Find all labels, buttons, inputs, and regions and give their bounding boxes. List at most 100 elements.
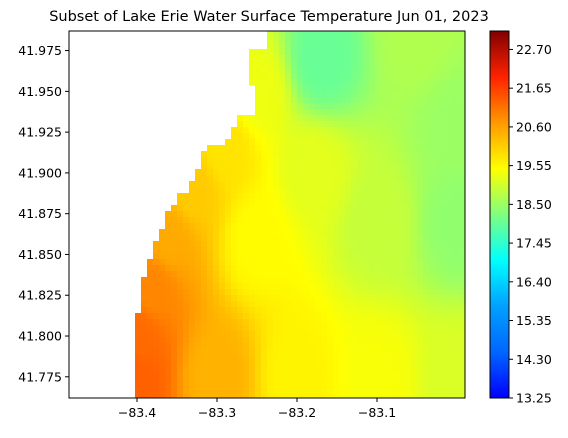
heatmap-cell	[381, 277, 388, 284]
heatmap-cell	[405, 61, 412, 68]
heatmap-cell	[255, 271, 262, 278]
heatmap-cell	[267, 67, 274, 74]
heatmap-cell	[387, 361, 394, 368]
heatmap-cell	[207, 373, 214, 380]
heatmap-cell	[201, 211, 208, 218]
heatmap-cell	[447, 349, 454, 356]
heatmap-cell	[315, 307, 322, 314]
heatmap-cell	[327, 307, 334, 314]
heatmap-cell	[441, 55, 448, 62]
heatmap-cell	[333, 97, 340, 104]
heatmap-cell	[219, 163, 226, 170]
heatmap-cell	[309, 235, 316, 242]
heatmap-cell	[261, 355, 268, 362]
heatmap-cell	[273, 181, 280, 188]
heatmap-cell	[267, 313, 274, 320]
heatmap-cell	[399, 169, 406, 176]
heatmap-cell	[267, 127, 274, 134]
heatmap-cell	[327, 301, 334, 308]
heatmap-cell	[459, 103, 465, 110]
y-tick-label: 41.775	[18, 369, 62, 384]
heatmap-cell	[393, 37, 400, 44]
heatmap-cell	[333, 121, 340, 128]
heatmap-cell	[339, 37, 346, 44]
heatmap-cell	[273, 109, 280, 116]
heatmap-cell	[285, 253, 292, 260]
heatmap-cell	[249, 163, 256, 170]
heatmap-cell	[447, 67, 454, 74]
heatmap-cell	[387, 331, 394, 338]
heatmap-cell	[225, 259, 232, 266]
heatmap-cell	[195, 391, 202, 398]
heatmap-cell	[423, 127, 430, 134]
heatmap-cell	[351, 73, 358, 80]
heatmap-cell	[435, 343, 442, 350]
heatmap-cell	[339, 313, 346, 320]
heatmap-cell	[297, 115, 304, 122]
heatmap-cell	[357, 61, 364, 68]
heatmap-cell	[183, 211, 190, 218]
heatmap-cell	[393, 61, 400, 68]
heatmap-cell	[351, 331, 358, 338]
heatmap-cell	[321, 337, 328, 344]
heatmap-cell	[387, 61, 394, 68]
heatmap-cell	[459, 193, 465, 200]
heatmap-cell	[213, 295, 220, 302]
heatmap-cell	[285, 61, 292, 68]
heatmap-cell	[165, 295, 172, 302]
heatmap-cell	[303, 151, 310, 158]
heatmap-cell	[285, 55, 292, 62]
heatmap-cell	[435, 235, 442, 242]
heatmap-cell	[267, 265, 274, 272]
heatmap-cell	[303, 31, 310, 38]
heatmap-cell	[189, 271, 196, 278]
heatmap-cell	[207, 211, 214, 218]
heatmap-cell	[213, 259, 220, 266]
heatmap-cell	[279, 259, 286, 266]
heatmap-cell	[321, 49, 328, 56]
heatmap-cell	[435, 49, 442, 56]
heatmap-cell	[381, 199, 388, 206]
heatmap-cell	[327, 55, 334, 62]
heatmap-cell	[363, 79, 370, 86]
heatmap-cell	[321, 175, 328, 182]
heatmap-cell	[417, 109, 424, 116]
heatmap-cell	[459, 295, 465, 302]
heatmap-cell	[399, 277, 406, 284]
heatmap-cell	[315, 103, 322, 110]
heatmap-cell	[393, 343, 400, 350]
heatmap-cell	[351, 217, 358, 224]
heatmap-cell	[285, 367, 292, 374]
heatmap-cell	[369, 205, 376, 212]
heatmap-cell	[291, 247, 298, 254]
heatmap-cell	[237, 349, 244, 356]
heatmap-cell	[213, 169, 220, 176]
heatmap-cell	[453, 97, 460, 104]
heatmap-cell	[219, 235, 226, 242]
heatmap-cell	[441, 241, 448, 248]
heatmap-cell	[291, 343, 298, 350]
heatmap-cell	[279, 307, 286, 314]
heatmap-cell	[429, 163, 436, 170]
heatmap-cell	[273, 43, 280, 50]
heatmap-cell	[297, 49, 304, 56]
heatmap-cell	[333, 61, 340, 68]
heatmap-cell	[255, 235, 262, 242]
heatmap-cell	[207, 307, 214, 314]
heatmap-cell	[303, 67, 310, 74]
heatmap-cell	[399, 85, 406, 92]
heatmap-cell	[453, 277, 460, 284]
heatmap-cell	[255, 133, 262, 140]
heatmap-cell	[381, 91, 388, 98]
heatmap-cell	[297, 127, 304, 134]
heatmap-cell	[327, 223, 334, 230]
heatmap-cell	[333, 145, 340, 152]
heatmap-cell	[177, 301, 184, 308]
heatmap-cell	[261, 373, 268, 380]
heatmap-cell	[381, 289, 388, 296]
heatmap-cell	[411, 79, 418, 86]
heatmap-cell	[273, 85, 280, 92]
heatmap-cell	[189, 367, 196, 374]
heatmap-cell	[285, 349, 292, 356]
heatmap-cell	[267, 49, 274, 56]
